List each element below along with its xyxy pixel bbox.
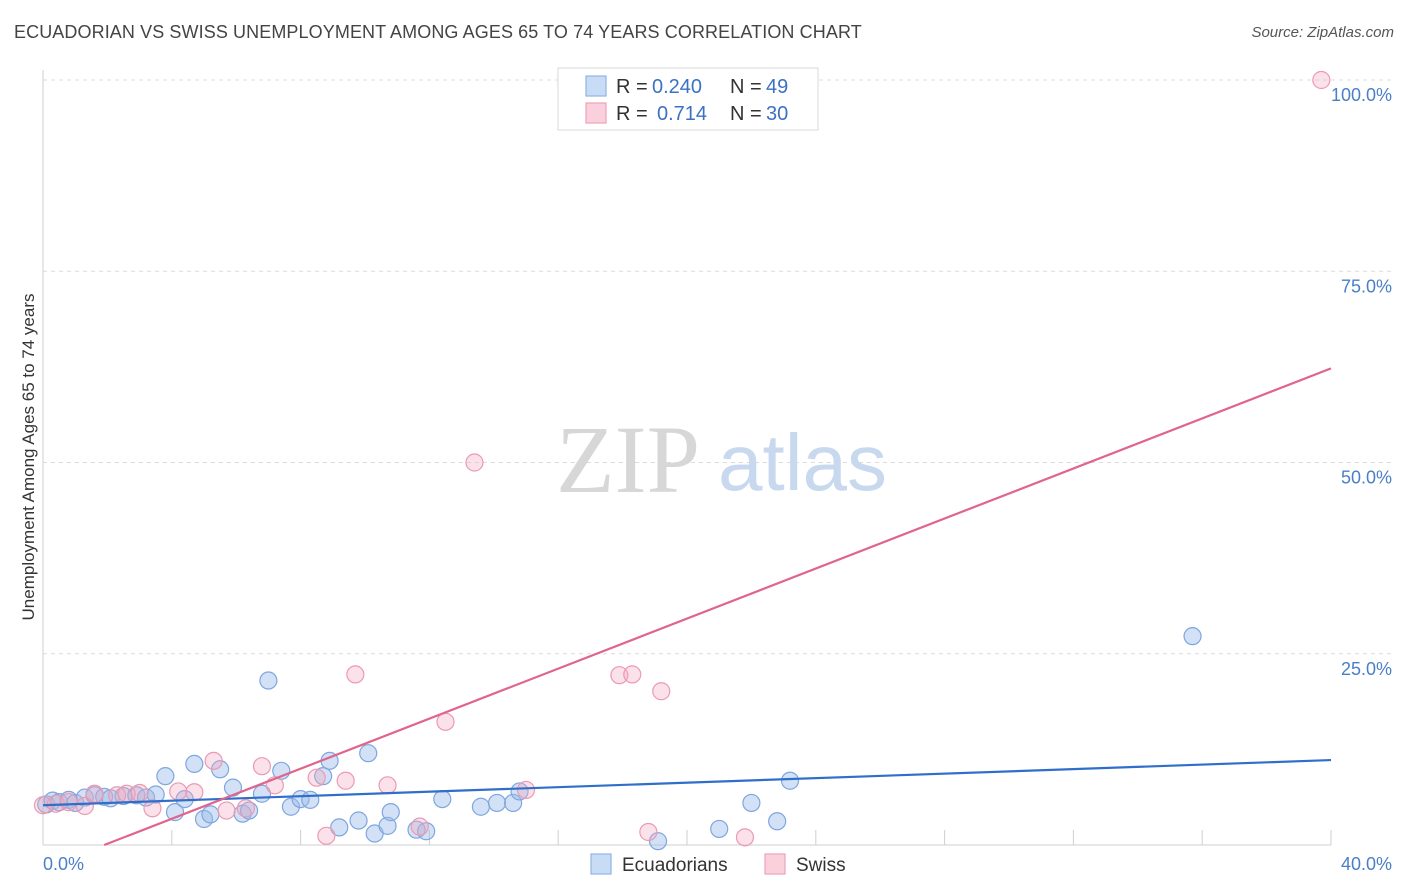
ecuadorian-point xyxy=(768,812,787,831)
ecuadorian-point xyxy=(710,819,729,839)
swiss-point xyxy=(59,793,78,812)
ecuadorian-point xyxy=(648,832,668,851)
source-credit: Source: ZipAtlas.com xyxy=(1251,24,1394,41)
ecuadorians-points xyxy=(37,627,1202,851)
swiss-point xyxy=(130,783,149,803)
swiss-point xyxy=(639,822,658,842)
swiss-point xyxy=(735,828,755,847)
bottom-legend-swatch-swiss xyxy=(764,853,786,875)
ecuadorian-point xyxy=(146,785,165,804)
swiss-point xyxy=(1312,70,1331,90)
ecuadorian-point xyxy=(330,818,349,837)
ecuadorian-point xyxy=(417,822,436,841)
swiss-point xyxy=(378,776,397,795)
swiss-point xyxy=(204,751,223,770)
x-tick-label-min: 0.0% xyxy=(43,854,84,874)
y-tick-labels: 25.0% 50.0% 75.0% 100.0% xyxy=(1331,85,1392,679)
ecuadorian-point xyxy=(314,767,333,786)
legend-box: R = 0.240 N = 49 R = 0.714 N = 30 xyxy=(557,67,819,131)
ecuadorian-point xyxy=(433,789,452,809)
swiss-point xyxy=(465,453,484,472)
legend-r-label-2: R = xyxy=(616,103,648,125)
swiss-point xyxy=(85,784,104,803)
ecuadorian-point xyxy=(1183,627,1202,646)
swiss-point xyxy=(516,780,536,800)
trend-lines xyxy=(42,367,1332,847)
ecuadorian-point xyxy=(378,816,397,835)
swiss-point xyxy=(346,665,365,684)
chart-title: ECUADORIAN VS SWISS UNEMPLOYMENT AMONG A… xyxy=(14,22,862,42)
bottom-legend-swatch-ecuadorians xyxy=(590,853,612,875)
swiss-point xyxy=(652,682,671,701)
swiss-point xyxy=(217,801,236,820)
swiss-point xyxy=(623,665,642,684)
ecuadorians-trend-line xyxy=(42,758,1332,807)
y-axis-title: Unemployment Among Ages 65 to 74 years xyxy=(19,294,38,621)
bottom-legend: Ecuadorians Swiss xyxy=(590,853,846,876)
watermark-atlas: atlas xyxy=(718,418,887,507)
ecuadorian-point xyxy=(201,805,220,824)
x-tick-label-max: 40.0% xyxy=(1341,854,1392,874)
swiss-point xyxy=(410,817,429,836)
swiss-point xyxy=(336,771,355,790)
ecuadorian-point xyxy=(742,793,761,813)
legend-n-label-1: N = xyxy=(730,76,762,98)
ecuadorian-point xyxy=(359,744,378,763)
legend-n-value-2: 30 xyxy=(766,103,788,125)
ecuadorian-point xyxy=(471,797,491,816)
ecuadorian-point xyxy=(780,771,800,790)
legend-r-value-1: 0.240 xyxy=(652,76,702,98)
ecuadorian-point xyxy=(349,811,368,830)
ecuadorian-point xyxy=(510,782,529,801)
legend-swatch-ecuadorians xyxy=(585,75,607,97)
grid-lines xyxy=(43,79,1392,655)
y-tick-label: 100.0% xyxy=(1331,85,1392,105)
y-tick-label: 75.0% xyxy=(1341,276,1392,296)
ecuadorian-point xyxy=(156,767,175,786)
bottom-legend-label-swiss: Swiss xyxy=(796,855,846,876)
swiss-point xyxy=(169,782,188,801)
bottom-legend-label-ecuadorians: Ecuadorians xyxy=(622,855,728,876)
legend-swatch-swiss xyxy=(585,102,607,124)
swiss-point xyxy=(185,783,204,802)
legend-r-value-2: 0.714 xyxy=(657,103,707,125)
swiss-trend-line xyxy=(103,367,1332,847)
swiss-point xyxy=(236,799,255,818)
swiss-point xyxy=(317,826,336,845)
y-tick-label: 50.0% xyxy=(1341,468,1392,488)
watermark-zip: ZIP xyxy=(556,406,700,513)
swiss-point xyxy=(75,796,94,816)
ecuadorian-point xyxy=(281,797,301,816)
ecuadorian-point xyxy=(487,793,507,813)
y-tick-label: 25.0% xyxy=(1341,659,1392,679)
legend-r-label-1: R = xyxy=(616,76,648,98)
watermark: ZIP atlas xyxy=(556,406,887,513)
ecuadorian-point xyxy=(381,803,400,822)
ecuadorian-point xyxy=(194,809,214,829)
ecuadorian-point xyxy=(291,789,310,809)
ecuadorian-point xyxy=(239,801,259,820)
swiss-point xyxy=(252,757,272,776)
ecuadorian-point xyxy=(185,754,204,774)
x-ticks xyxy=(42,830,1332,845)
legend-n-value-1: 49 xyxy=(766,76,788,98)
legend-n-label-2: N = xyxy=(730,103,762,125)
swiss-point xyxy=(610,666,629,685)
swiss-point xyxy=(143,799,162,818)
ecuadorian-point xyxy=(301,790,320,809)
ecuadorian-point xyxy=(504,793,523,813)
swiss-point xyxy=(307,768,326,787)
ecuadorian-point xyxy=(259,671,278,690)
